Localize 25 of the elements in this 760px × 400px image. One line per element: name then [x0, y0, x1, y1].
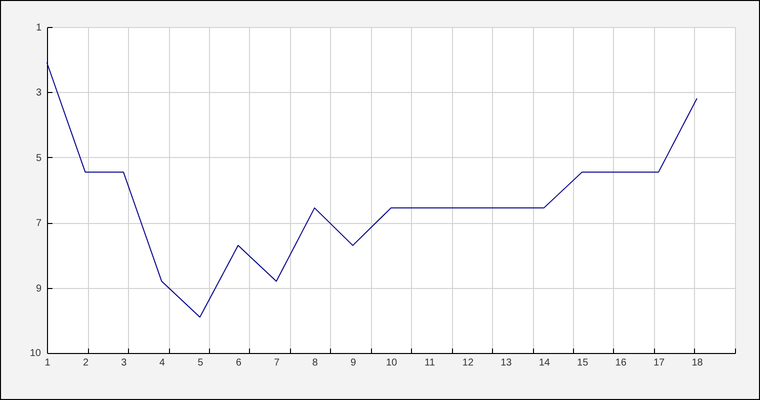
x-tick-label: 5: [198, 358, 204, 368]
text: 10: [30, 348, 42, 359]
x-tick-label: 18: [692, 358, 704, 368]
x-tick-label: 14: [538, 358, 550, 368]
x-tick-label: 9: [350, 358, 356, 368]
x-tick-label: 7: [274, 358, 280, 368]
x-tick-label: 15: [577, 358, 589, 368]
y-tick-label: 7: [36, 218, 42, 230]
x-tick-label: 12: [462, 358, 474, 368]
x-tick-label: 16: [615, 358, 627, 368]
x-tick-label: 10: [386, 358, 398, 368]
x-tick-label: 3: [121, 358, 128, 368]
x-tick-label: 4: [159, 358, 166, 368]
x-tick-label: 17: [653, 358, 666, 368]
x-tick-label: 1: [44, 358, 51, 368]
y-tick-label: 3: [36, 88, 42, 99]
x-tick-label: 11: [424, 358, 436, 368]
x-tick-label: 2: [82, 358, 89, 368]
y-tick-label: 9: [36, 283, 42, 294]
y-tick-label: 1: [36, 22, 42, 34]
line-series: [46, 62, 698, 318]
x-tick-label: 6: [236, 358, 242, 368]
x-tick-label: 8: [312, 358, 318, 368]
y-tick-label: 5: [36, 152, 42, 164]
x-tick-label: 13: [500, 358, 512, 368]
